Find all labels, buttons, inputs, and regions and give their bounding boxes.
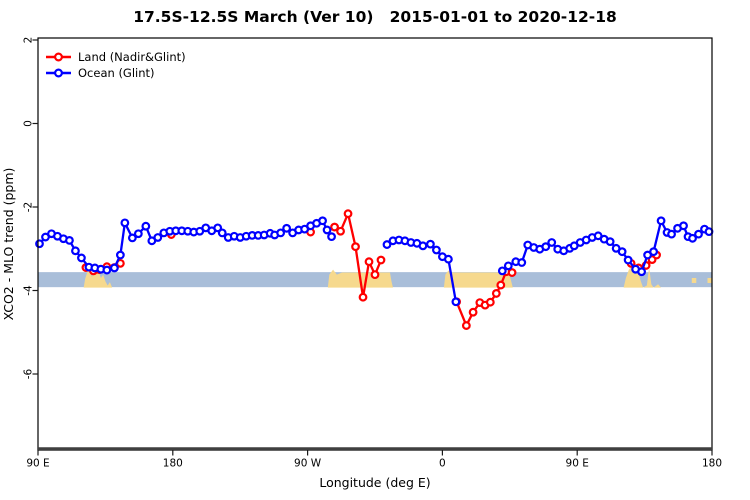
data-point-land: [343, 209, 353, 219]
data-point-ocean: [605, 237, 615, 247]
data-point-ocean: [443, 254, 453, 264]
y-axis: 2 0 -2 -4 -6: [23, 37, 38, 379]
data-point-ocean: [327, 232, 336, 242]
data-point-ocean: [120, 218, 130, 228]
data-point-land: [491, 289, 501, 298]
data-point-ocean: [115, 250, 125, 260]
series-ocean: [35, 216, 714, 307]
land-strip: [707, 277, 712, 283]
data-point-ocean: [656, 216, 666, 226]
data-point-land: [351, 242, 360, 252]
x-tick-label: 180: [702, 458, 722, 470]
data-point-ocean: [318, 216, 327, 226]
data-point-land: [364, 257, 374, 267]
data-point-ocean: [432, 245, 441, 255]
data-point-ocean: [213, 223, 223, 233]
y-axis-label: XCO2 - MLO trend (ppm): [1, 168, 16, 321]
legend-item: Land (Nadir&Glint): [46, 50, 186, 64]
data-point-ocean: [451, 297, 461, 307]
x-tick-label: 180: [163, 458, 183, 470]
data-point-ocean: [649, 247, 658, 257]
data-point-ocean: [65, 235, 74, 245]
land-region: [443, 270, 513, 288]
data-point-ocean: [667, 229, 676, 239]
y-tick-label: -2: [23, 202, 35, 212]
y-tick-label: -4: [23, 285, 35, 296]
legend-item: Ocean (Glint): [46, 66, 155, 80]
data-point-ocean: [418, 241, 428, 251]
x-tick-label: 90 E: [26, 458, 49, 470]
data-point-ocean: [127, 233, 137, 243]
x-axis-label: Longitude (deg E): [319, 475, 430, 490]
data-point-ocean: [704, 227, 714, 237]
data-point-ocean: [102, 265, 112, 275]
data-point-ocean: [637, 267, 647, 277]
data-point-ocean: [71, 246, 80, 256]
data-point-ocean: [382, 240, 392, 249]
data-point-ocean: [679, 221, 688, 231]
legend: Land (Nadir&Glint) Ocean (Glint): [46, 50, 186, 80]
legend-marker: [53, 68, 63, 78]
data-point-ocean: [276, 228, 286, 238]
data-point-land: [496, 280, 506, 290]
data-point-land: [461, 321, 471, 330]
data-point-land: [358, 292, 368, 302]
data-point-land: [330, 222, 339, 232]
data-point-ocean: [547, 238, 557, 247]
data-point-ocean: [617, 247, 627, 257]
legend-marker: [53, 52, 63, 62]
data-point-ocean: [503, 261, 513, 271]
x-tick-label: 90 E: [566, 458, 589, 470]
data-point-ocean: [497, 266, 507, 276]
legend-label: Land (Nadir&Glint): [78, 50, 186, 64]
data-point-ocean: [322, 225, 332, 235]
data-point-ocean: [109, 263, 119, 273]
land-strip: [691, 277, 697, 283]
x-tick-label: 0: [439, 458, 446, 470]
data-point-land: [507, 268, 517, 277]
data-point-ocean: [282, 223, 292, 233]
data-point-land: [370, 270, 380, 280]
data-point-ocean: [77, 253, 86, 263]
data-point-ocean: [541, 242, 551, 252]
x-axis: 90 E 180 90 W 0 90 E 180: [26, 450, 722, 470]
data-point-land: [485, 297, 495, 307]
data-point-ocean: [153, 233, 163, 242]
data-point-land: [336, 226, 345, 236]
data-point-ocean: [217, 228, 227, 238]
data-point-ocean: [694, 229, 703, 239]
x-tick-label: 90 W: [294, 458, 322, 470]
y-tick-label: -6: [23, 368, 35, 379]
data-point-ocean: [688, 233, 697, 243]
y-tick-label: 0: [23, 120, 35, 127]
data-point-ocean: [623, 255, 633, 265]
chart-title: 17.5S-12.5S March (Ver 10) 2015-01-01 to…: [133, 8, 617, 26]
data-point-land: [468, 307, 478, 317]
data-point-ocean: [517, 258, 527, 267]
data-point-ocean: [35, 239, 44, 249]
data-point-land: [376, 255, 386, 265]
data-point-ocean: [141, 221, 151, 231]
y-tick-label: 2: [23, 37, 35, 44]
data-point-ocean: [133, 229, 143, 239]
legend-label: Ocean (Glint): [78, 66, 155, 80]
data-point-ocean: [426, 239, 435, 249]
